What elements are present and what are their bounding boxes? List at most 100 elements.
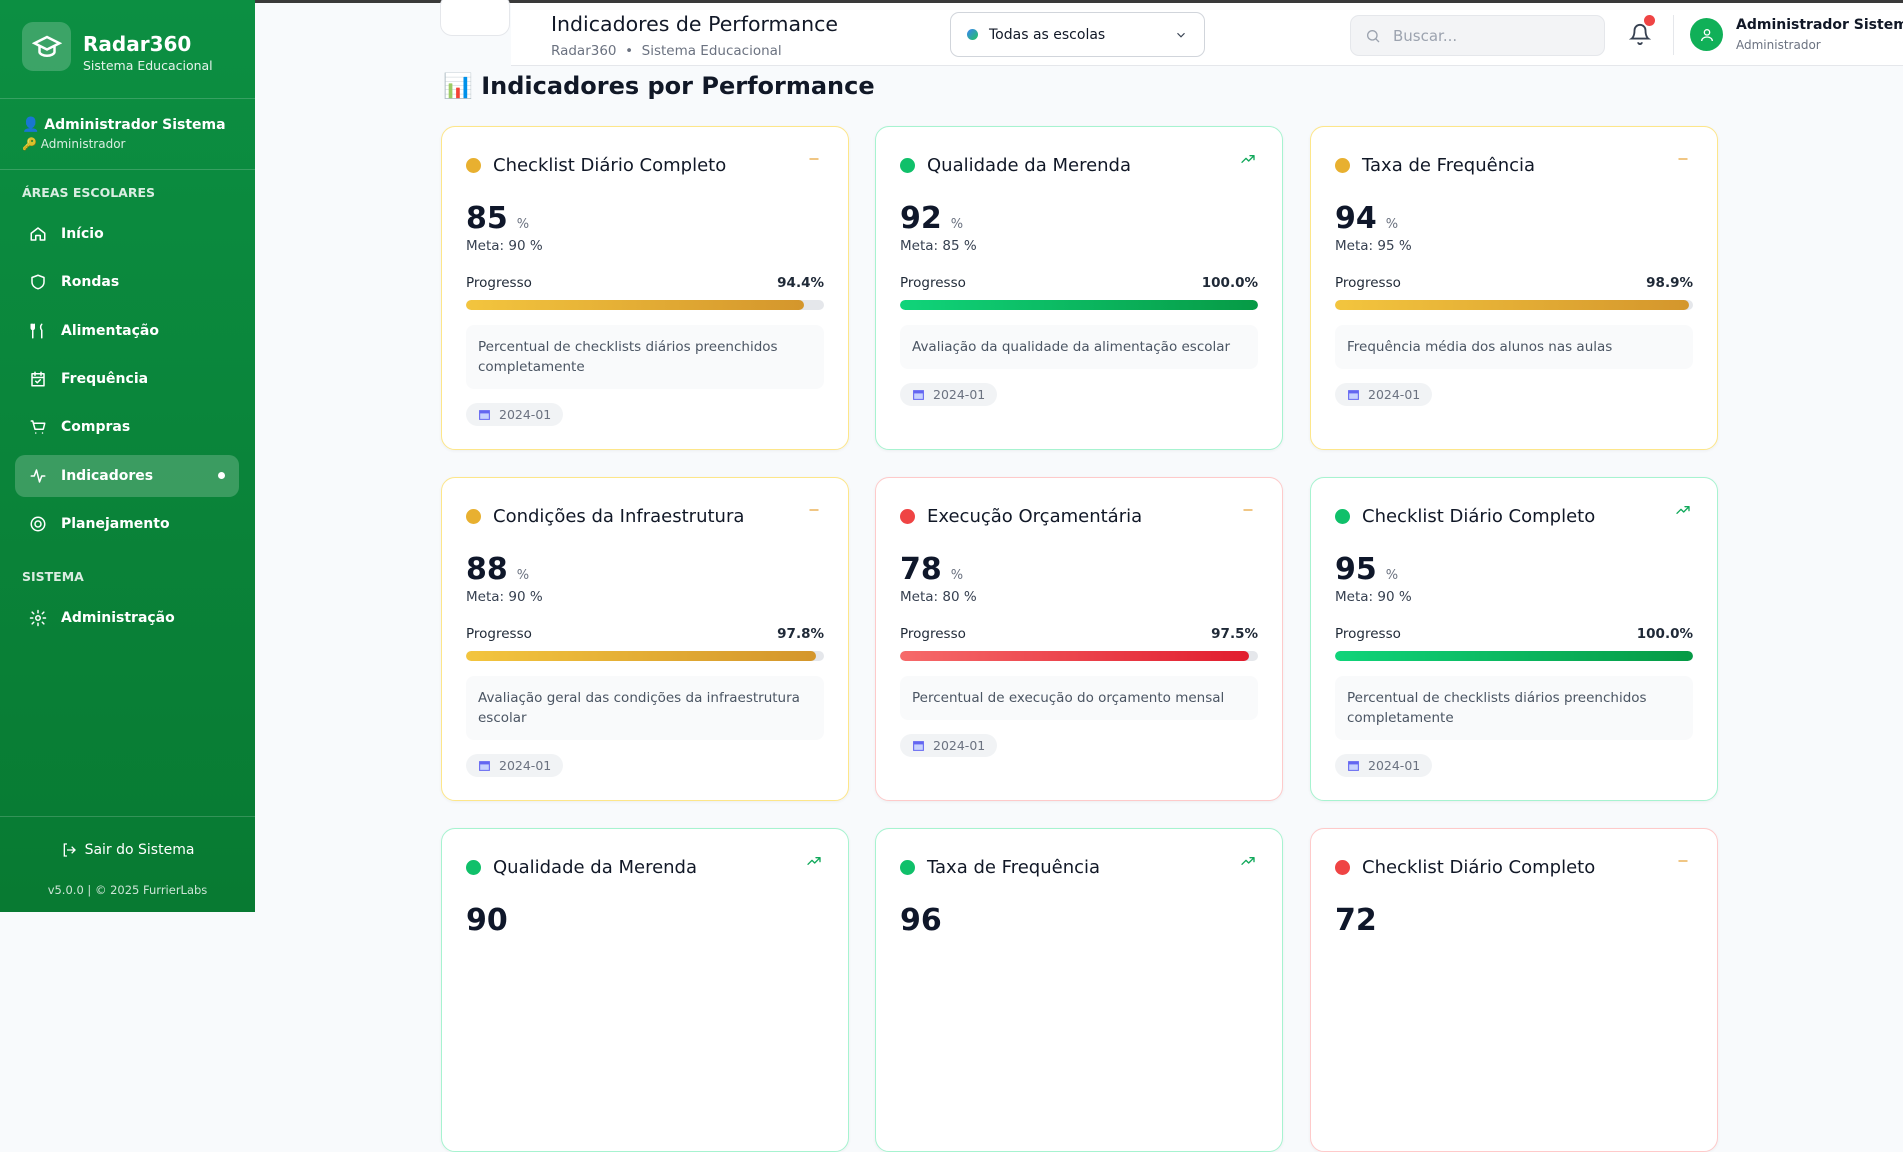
progress-row: Progresso 98.9% bbox=[1335, 275, 1693, 291]
status-dot bbox=[900, 157, 915, 173]
progress-row: Progresso 100.0% bbox=[900, 275, 1258, 291]
progress-label: Progresso bbox=[1335, 275, 1401, 291]
nav-item[interactable]: Frequência bbox=[15, 358, 239, 400]
icon bbox=[30, 420, 46, 434]
goal-value: 85 % bbox=[942, 238, 977, 254]
logout[interactable]: Sair do Sistema bbox=[0, 842, 255, 858]
avatar[interactable] bbox=[1690, 18, 1723, 51]
card-header: Checklist Diário Completo bbox=[1335, 855, 1693, 879]
card-header: Qualidade da Merenda bbox=[900, 153, 1258, 177]
indicator-value: 78 bbox=[900, 552, 942, 587]
divider bbox=[0, 169, 255, 170]
value-row: 88% bbox=[466, 552, 824, 587]
card-title: Qualidade da Merenda bbox=[927, 154, 1132, 176]
goal-value: 80 % bbox=[942, 589, 977, 605]
icon-path bbox=[30, 468, 46, 483]
indicator-value: 94 bbox=[1335, 201, 1377, 236]
icon bbox=[807, 857, 821, 865]
goal: Meta: 95 % bbox=[1335, 238, 1693, 254]
date: 2024-01 bbox=[933, 387, 986, 402]
calendar-icon bbox=[479, 410, 490, 420]
icon bbox=[1678, 860, 1688, 862]
icon bbox=[1676, 506, 1690, 514]
indicator-value: 72 bbox=[1335, 903, 1377, 938]
progress-label: Progresso bbox=[900, 275, 966, 291]
nav-item[interactable]: Compras bbox=[15, 406, 239, 448]
icon-path bbox=[1241, 155, 1255, 163]
progress-percent: 94.4% bbox=[777, 275, 824, 291]
indicator-unit: % bbox=[516, 568, 530, 583]
school-select[interactable]: Todas as escolas bbox=[950, 12, 1205, 57]
goal-label: Meta: bbox=[466, 238, 505, 254]
status-dot bbox=[900, 508, 915, 524]
icon bbox=[30, 323, 43, 339]
indicator-card: Condições da Infraestrutura 88% Meta: 90 %… bbox=[441, 477, 849, 801]
nav-item[interactable]: Alimentação bbox=[15, 310, 239, 352]
progress-row: Progresso 100.0% bbox=[1335, 626, 1693, 642]
section-title: 📊 Indicadores por Performance bbox=[443, 72, 875, 100]
select-dot bbox=[967, 29, 978, 40]
indicator-value: 85 bbox=[466, 201, 508, 236]
icon bbox=[31, 274, 45, 290]
progress-label: Progresso bbox=[1335, 626, 1401, 642]
indicator-card: Checklist Diário Completo 72 bbox=[1310, 828, 1718, 1152]
trend-icon bbox=[1675, 853, 1691, 873]
search[interactable]: Buscar... bbox=[1350, 15, 1605, 56]
nav-item[interactable]: Início bbox=[15, 213, 239, 255]
trend-icon bbox=[806, 853, 822, 873]
icon bbox=[1243, 509, 1253, 511]
date-pill: 2024-01 bbox=[466, 754, 564, 777]
icon bbox=[809, 158, 819, 160]
status-dot bbox=[900, 859, 915, 875]
value-row: 85% bbox=[466, 201, 824, 236]
card-title: Checklist Diário Completo bbox=[1362, 505, 1596, 527]
brand: Radar360 bbox=[83, 32, 192, 56]
sidebar: Radar360 Sistema Educacional 👤 Administr… bbox=[0, 0, 255, 912]
date-pill: 2024-01 bbox=[900, 734, 998, 757]
nav-item[interactable]: Rondas bbox=[15, 261, 239, 303]
progress-row: Progresso 97.5% bbox=[900, 626, 1258, 642]
icon bbox=[30, 468, 46, 483]
header-user-name: Administrador Sistema bbox=[1736, 17, 1903, 33]
value-row: 90 bbox=[466, 903, 824, 938]
notification-dot bbox=[1644, 15, 1655, 26]
separator bbox=[1673, 15, 1674, 55]
footer: v5.0.0 | © 2025 FurrierLabs bbox=[47, 883, 208, 897]
card-header: Qualidade da Merenda bbox=[466, 855, 824, 879]
calendar-icon bbox=[913, 390, 924, 400]
card-title: Condições da Infraestrutura bbox=[493, 505, 745, 527]
icon bbox=[809, 509, 819, 511]
nav-item[interactable]: Planejamento bbox=[15, 503, 239, 545]
icon-path bbox=[31, 274, 45, 290]
goal: Meta: 90 % bbox=[466, 238, 824, 254]
trend-icon bbox=[1240, 853, 1256, 873]
nav-label: Rondas bbox=[61, 274, 120, 291]
indicator-card: Execução Orçamentária 78% Meta: 80 % Progre… bbox=[875, 477, 1283, 801]
indicator-card: Taxa de Frequência 94% Meta: 95 % Progresso… bbox=[1310, 126, 1718, 450]
date: 2024-01 bbox=[499, 407, 552, 422]
progress-track bbox=[466, 651, 824, 661]
nav-item[interactable]: Indicadores bbox=[15, 454, 239, 497]
nav-label: Administração bbox=[61, 610, 175, 627]
trend-icon bbox=[806, 502, 822, 522]
bell-icon bbox=[1628, 24, 1652, 45]
indicator-value: 90 bbox=[466, 903, 508, 938]
progress-track bbox=[900, 651, 1258, 661]
nav-label: Alimentação bbox=[61, 322, 159, 339]
description: Percentual de checklists diários preench… bbox=[466, 325, 824, 389]
value-row: 94% bbox=[1335, 201, 1693, 236]
notifications[interactable] bbox=[1628, 15, 1655, 49]
divider bbox=[0, 98, 255, 99]
breadcrumb: Radar360 • Sistema Educacional bbox=[551, 43, 782, 59]
card-title: Checklist Diário Completo bbox=[1362, 856, 1596, 878]
description: Percentual de execução do orçamento mens… bbox=[900, 676, 1258, 720]
icon bbox=[31, 371, 45, 387]
progress-label: Progresso bbox=[466, 275, 532, 291]
progress-track bbox=[1335, 651, 1693, 661]
nav-item[interactable]: Administração bbox=[15, 597, 239, 639]
icon-path bbox=[31, 371, 45, 387]
progress-track bbox=[1335, 300, 1693, 310]
nav-label: Compras bbox=[61, 419, 131, 436]
indicator-unit: % bbox=[950, 568, 964, 583]
card-header: Condições da Infraestrutura bbox=[466, 504, 824, 528]
